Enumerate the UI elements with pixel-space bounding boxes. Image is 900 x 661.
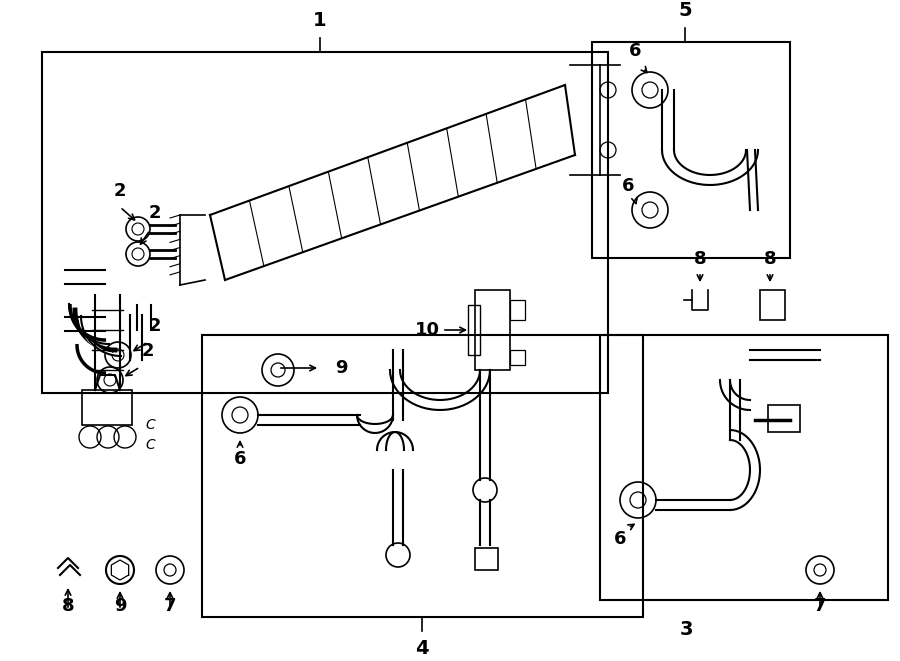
Text: 6: 6: [629, 42, 641, 60]
Text: 2: 2: [148, 317, 161, 335]
Text: 7: 7: [814, 597, 826, 615]
Text: 7: 7: [164, 597, 176, 615]
Bar: [510, 350, 525, 365]
Text: 6: 6: [614, 530, 626, 548]
Bar: [82, 390, 132, 425]
Bar: [468, 305, 480, 355]
Text: 4: 4: [415, 639, 428, 658]
Text: 2: 2: [148, 204, 161, 222]
Text: 6: 6: [622, 177, 634, 195]
Bar: [768, 405, 800, 432]
Text: 8: 8: [764, 250, 777, 268]
Text: 2: 2: [142, 342, 154, 360]
Bar: [600, 335, 888, 600]
Text: 2: 2: [113, 182, 126, 200]
Text: 9: 9: [113, 597, 126, 615]
Bar: [592, 42, 790, 258]
Text: 9: 9: [335, 359, 347, 377]
Bar: [510, 300, 525, 320]
Text: 8: 8: [62, 597, 75, 615]
Text: C: C: [145, 418, 155, 432]
Text: 8: 8: [694, 250, 706, 268]
Bar: [760, 290, 785, 320]
Bar: [475, 548, 498, 570]
Bar: [475, 290, 510, 370]
Text: C: C: [145, 438, 155, 452]
Bar: [42, 52, 608, 393]
Text: 6: 6: [234, 450, 247, 468]
Text: 3: 3: [680, 620, 693, 639]
Bar: [202, 335, 643, 617]
Text: 1: 1: [313, 11, 327, 30]
Text: 5: 5: [679, 1, 692, 20]
Text: 10: 10: [415, 321, 440, 339]
